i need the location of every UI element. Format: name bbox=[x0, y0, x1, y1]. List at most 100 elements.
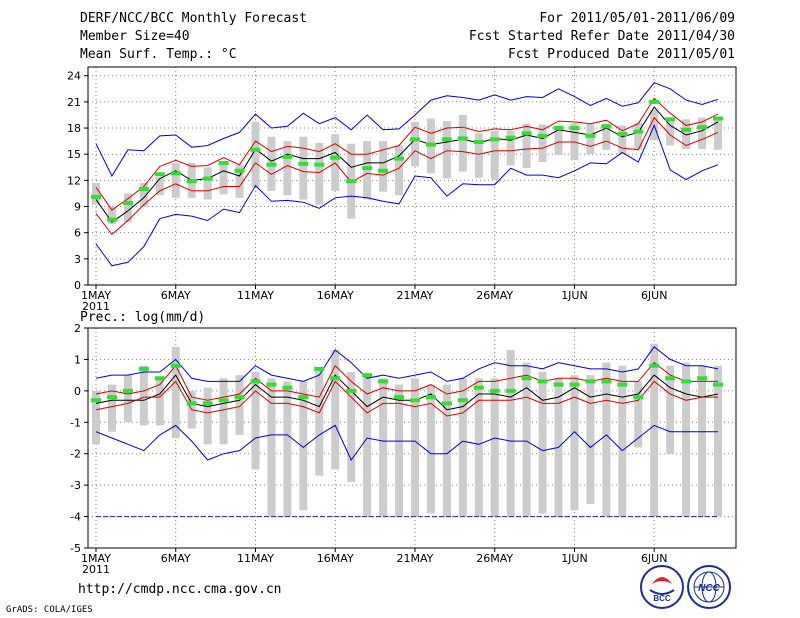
panel1-xtick-label: 1MAY bbox=[81, 289, 111, 302]
panel1-spread-box bbox=[235, 164, 244, 198]
panel2-spread-box bbox=[379, 378, 388, 517]
panel1-marker bbox=[537, 133, 548, 138]
panel2-marker bbox=[489, 388, 500, 393]
panel1-marker bbox=[154, 172, 165, 177]
panel1-xtick-label: 1JUN bbox=[561, 289, 588, 302]
panel1-spread-box bbox=[618, 125, 627, 155]
panel1-xtick-year: 2011 bbox=[82, 300, 110, 313]
panel2-spread-box bbox=[410, 378, 419, 517]
panel1-marker bbox=[330, 155, 341, 160]
panel2-spread-box bbox=[666, 365, 675, 454]
panel1-marker bbox=[601, 124, 612, 129]
panel2-marker bbox=[553, 382, 564, 387]
panel2-marker bbox=[697, 376, 708, 381]
panel2-marker bbox=[617, 382, 628, 387]
panel2-spread-box bbox=[698, 365, 707, 517]
panel2-marker bbox=[378, 379, 389, 384]
panel1-marker bbox=[378, 168, 389, 173]
panel2-spread-box bbox=[490, 378, 499, 517]
panel1-spread-box bbox=[506, 130, 515, 166]
panel1-spread-box bbox=[698, 117, 707, 149]
panel1-spread-box bbox=[458, 114, 467, 172]
panel1-xtick-label: 6JUN bbox=[641, 289, 668, 302]
panel2-spread-box bbox=[634, 381, 643, 448]
panel1-marker bbox=[362, 166, 373, 171]
panel1-spread-box bbox=[634, 122, 643, 150]
panel2-spread-box bbox=[107, 384, 116, 432]
panel1-marker bbox=[665, 117, 676, 122]
panel2-marker bbox=[521, 376, 532, 381]
panel1-series-upper bbox=[95, 97, 719, 211]
panel1-marker bbox=[298, 161, 309, 166]
panel2-spread-box bbox=[395, 384, 404, 517]
panel2-ytick-label: -3 bbox=[70, 479, 81, 492]
precip-panel-title: Prec.: log(mm/d) bbox=[80, 310, 206, 325]
panel1-marker bbox=[489, 137, 500, 142]
panel1-marker bbox=[91, 194, 101, 199]
panel2-marker bbox=[425, 395, 436, 400]
panel2-spread-box bbox=[331, 350, 340, 470]
panel2-marker bbox=[218, 398, 229, 403]
panel2-marker bbox=[266, 382, 277, 387]
panel2-spread-box bbox=[714, 365, 722, 517]
panel2-marker bbox=[170, 363, 181, 368]
panel2-marker bbox=[91, 398, 101, 403]
panel1-ytick-label: 6 bbox=[74, 227, 81, 240]
panel1-xtick-label: 6MAY bbox=[161, 289, 191, 302]
panel1-ytick-label: 21 bbox=[67, 96, 81, 109]
panel1-spread-box bbox=[474, 133, 483, 178]
panel2-spread-box bbox=[139, 365, 148, 426]
panel1-xtick-label: 11MAY bbox=[237, 289, 274, 302]
panel1-ytick-label: 3 bbox=[74, 253, 81, 266]
panel2-marker bbox=[362, 373, 373, 378]
panel2-marker bbox=[457, 398, 468, 403]
panel2-xtick-label: 6JUN bbox=[641, 552, 668, 565]
panel1-spread-box bbox=[682, 119, 691, 149]
panel2-spread-box bbox=[219, 378, 228, 445]
panel2-spread-box bbox=[522, 362, 531, 517]
panel1-spread-box bbox=[363, 141, 372, 200]
panel2-marker bbox=[138, 366, 149, 371]
panel2-marker bbox=[665, 376, 676, 381]
panel2-spread-box bbox=[442, 384, 451, 517]
footer-url[interactable]: http://cmdp.ncc.cma.gov.cn bbox=[78, 582, 282, 597]
panel2-xtick-label: 1MAY bbox=[81, 552, 111, 565]
panel1-spread-box bbox=[219, 162, 228, 195]
panel2-spread-box bbox=[682, 362, 691, 517]
panel1-marker bbox=[409, 137, 420, 142]
panel1-spread-box bbox=[155, 176, 164, 196]
panel1-marker bbox=[521, 131, 532, 136]
panel1-marker bbox=[186, 179, 197, 184]
panel1-spread-box bbox=[379, 141, 388, 192]
panel1-ytick-label: 12 bbox=[67, 174, 81, 187]
panel2-ytick-label: 1 bbox=[74, 353, 81, 366]
panel1-ytick-label: 15 bbox=[67, 148, 81, 161]
panel1-spread-box bbox=[714, 120, 722, 150]
panel2-spread-box bbox=[650, 343, 659, 517]
panel2-marker bbox=[585, 379, 596, 384]
chart-title: DERF/NCC/BCC Monthly Forecast bbox=[80, 11, 307, 26]
panel1-marker bbox=[138, 187, 149, 192]
panel2-marker bbox=[394, 395, 405, 400]
panel2-xtick-label: 26MAY bbox=[476, 552, 513, 565]
panel1-series-max bbox=[95, 82, 719, 178]
panel2-series-upper bbox=[95, 361, 718, 401]
panel2-ytick-label: 0 bbox=[74, 385, 81, 398]
panel2-marker bbox=[186, 401, 197, 406]
panel1-spread-box bbox=[522, 123, 531, 169]
panel2-series-max bbox=[95, 346, 719, 382]
panel2-spread-box bbox=[267, 378, 276, 517]
panel1-marker bbox=[441, 137, 452, 142]
panel2-xtick-label: 11MAY bbox=[237, 552, 274, 565]
panel2-ytick-label: -4 bbox=[70, 511, 81, 524]
panel2-spread-box bbox=[570, 375, 579, 511]
panel1-spread-box bbox=[107, 206, 116, 224]
panel2-marker bbox=[569, 382, 580, 387]
panel1-spread-box bbox=[602, 123, 611, 150]
panel1-spread-box bbox=[442, 121, 451, 179]
panel1-spread-box bbox=[299, 136, 308, 200]
panel1-marker bbox=[553, 126, 564, 131]
panel2-xtick-label: 6MAY bbox=[161, 552, 191, 565]
panel2-spread-box bbox=[586, 375, 595, 504]
member-size-label: Member Size=40 bbox=[80, 29, 190, 44]
